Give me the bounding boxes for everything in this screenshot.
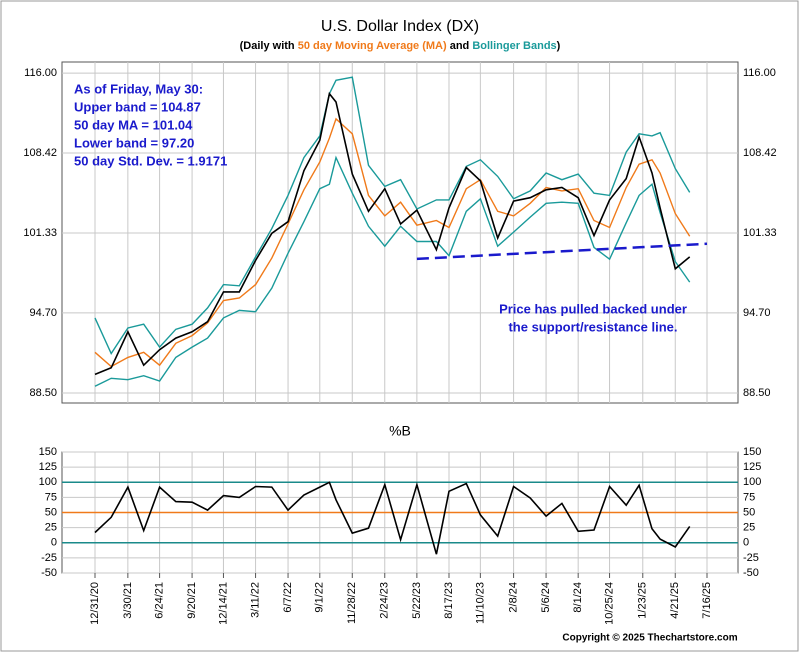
y-tick-label: 100 [743, 476, 761, 488]
annotation: 50 day MA = 101.04 [74, 117, 193, 132]
y-tick-label: 150 [743, 446, 761, 458]
x-tick-label: 4/21/25 [669, 582, 681, 619]
y-tick-label: 88.50 [29, 387, 57, 399]
annotation: the support/resistance line. [508, 319, 677, 334]
chart-title: U.S. Dollar Index (DX) [321, 18, 479, 35]
y-tick-label: 100 [39, 476, 57, 488]
y-tick-label: 75 [743, 491, 755, 503]
x-tick-label: 5/6/24 [540, 582, 552, 613]
subtitle-part: Bollinger Bands [472, 40, 556, 52]
chart-title: %B [389, 423, 411, 439]
y-tick-label: 108.42 [743, 147, 777, 159]
annotation: 50 day Std. Dev. = 1.9171 [74, 153, 227, 168]
x-tick-label: 12/31/20 [89, 582, 101, 625]
subtitle-part: (Daily with [240, 40, 298, 52]
x-tick-label: 7/16/25 [701, 582, 713, 619]
x-tick-label: 9/20/21 [186, 582, 198, 619]
x-tick-label: 2/24/23 [379, 582, 391, 619]
y-tick-label: 108.42 [23, 147, 57, 159]
annotation: Price has pulled backed under [499, 301, 687, 316]
subtitle-part: 50 day Moving Average (MA) [298, 40, 447, 52]
y-tick-label: -50 [41, 567, 57, 579]
series-line [94, 117, 691, 368]
subtitle-part: ) [557, 40, 561, 52]
x-tick-label: 8/1/24 [572, 582, 584, 613]
y-tick-label: 0 [743, 537, 749, 549]
subtitle-part: and [447, 40, 473, 52]
y-tick-label: 150 [39, 446, 57, 458]
x-tick-label: 12/14/21 [217, 582, 229, 625]
y-tick-label: -50 [743, 567, 759, 579]
x-tick-label: 9/1/22 [314, 582, 326, 613]
x-tick-label: 2/8/24 [507, 582, 519, 613]
y-tick-label: 50 [743, 506, 755, 518]
y-tick-label: 101.33 [743, 227, 777, 239]
x-tick-label: 6/24/21 [154, 582, 166, 619]
y-tick-label: -25 [41, 552, 57, 564]
series-line [94, 155, 691, 387]
series-line [94, 481, 691, 555]
x-tick-label: 3/11/22 [249, 582, 261, 618]
y-tick-label: 50 [45, 506, 57, 518]
x-tick-label: 10/25/24 [603, 582, 615, 625]
series-line [94, 76, 691, 355]
series-line [94, 91, 691, 376]
chart-subtitle: (Daily with 50 day Moving Average (MA) a… [240, 40, 561, 52]
y-tick-label: 125 [39, 461, 57, 473]
x-tick-label: 11/10/23 [474, 582, 486, 624]
y-tick-label: 25 [743, 522, 755, 534]
annotation: As of Friday, May 30: [74, 81, 203, 96]
x-tick-label: 1/23/25 [637, 582, 649, 619]
support-line [416, 242, 708, 261]
y-tick-label: 116.00 [743, 67, 776, 79]
x-tick-label: 6/7/22 [282, 582, 294, 613]
y-tick-label: 25 [45, 522, 57, 534]
copyright: Copyright © 2025 Thechartstore.com [562, 633, 737, 644]
y-tick-label: 94.70 [743, 307, 771, 319]
x-tick-label: 3/30/21 [122, 582, 134, 619]
x-tick-label: 8/17/23 [443, 582, 455, 619]
x-tick-label: 11/28/22 [346, 582, 358, 624]
x-tick-label: 5/22/23 [411, 582, 423, 619]
y-tick-label: 88.50 [743, 387, 771, 399]
y-tick-label: 101.33 [23, 227, 57, 239]
y-tick-label: -25 [743, 552, 759, 564]
y-tick-label: 94.70 [29, 307, 57, 319]
y-tick-label: 0 [51, 537, 57, 549]
annotation: Lower band = 97.20 [74, 135, 194, 150]
annotation: Upper band = 104.87 [74, 99, 201, 114]
y-tick-label: 125 [743, 461, 761, 473]
y-tick-label: 75 [45, 491, 57, 503]
y-tick-label: 116.00 [24, 67, 57, 79]
